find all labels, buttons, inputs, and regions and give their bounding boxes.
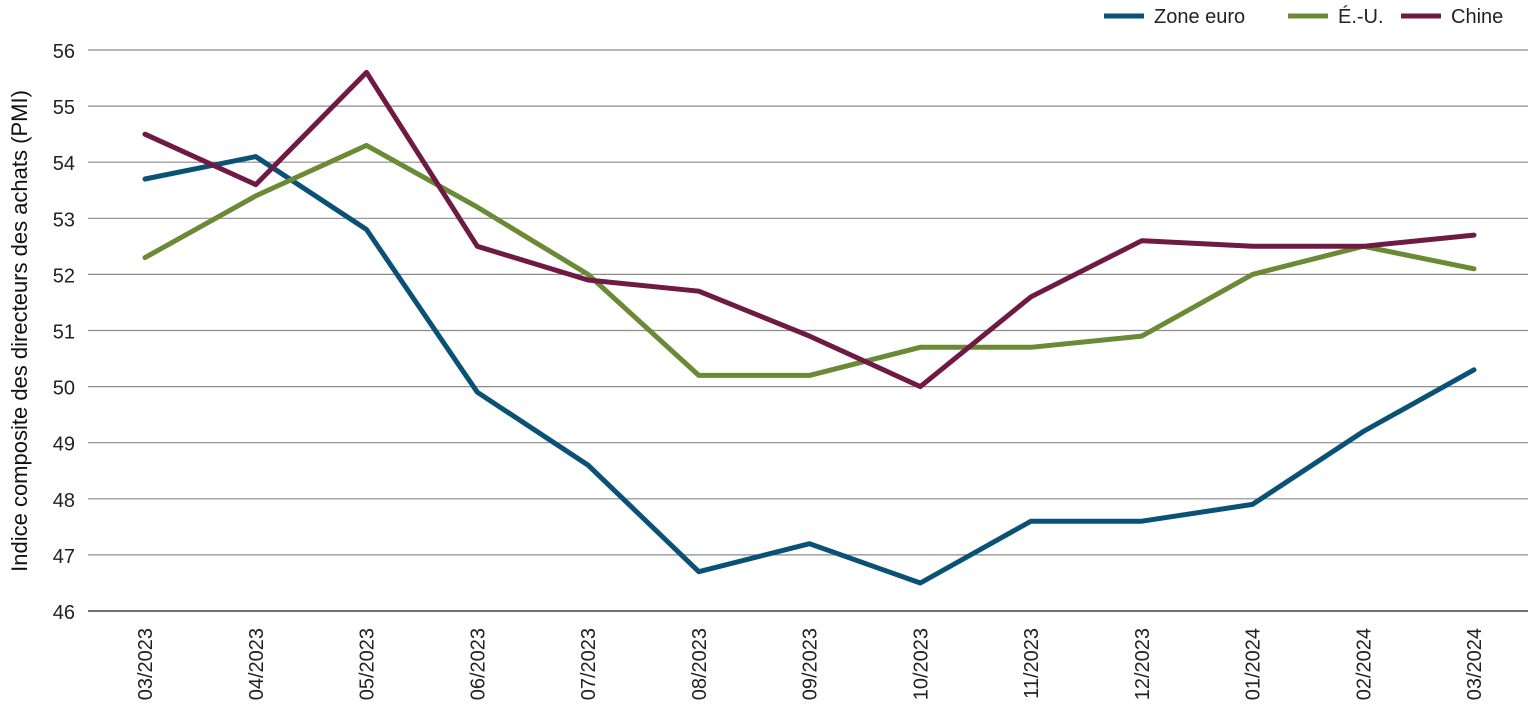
y-tick-label: 54 <box>53 153 75 175</box>
series-line <box>142 154 1477 586</box>
y-tick-label: 52 <box>53 265 75 287</box>
x-tick-label: 05/2023 <box>357 628 379 700</box>
y-tick-label: 46 <box>53 602 75 624</box>
x-tick-label: 11/2023 <box>1021 628 1043 699</box>
x-tick-label: 03/2024 <box>1464 628 1486 700</box>
y-tick-label: 56 <box>53 41 75 63</box>
x-tick-label: 04/2023 <box>246 628 268 700</box>
legend: Zone euro É.-U. Chine <box>1104 5 1503 28</box>
x-tick-label: 07/2023 <box>578 628 600 700</box>
x-tick-label: 09/2023 <box>800 628 822 700</box>
legend-label: Chine <box>1451 6 1503 28</box>
series-lines <box>142 69 1477 586</box>
x-tick-label: 12/2023 <box>1132 628 1154 700</box>
y-tick-label: 47 <box>53 546 75 568</box>
y-tick-label: 48 <box>53 490 75 512</box>
y-tick-label: 53 <box>53 209 75 231</box>
y-tick-label: 50 <box>53 378 75 400</box>
y-tick-label: 49 <box>53 434 75 456</box>
x-tick-label: 10/2023 <box>910 628 932 700</box>
x-axis-ticks: 03/2023 04/2023 05/2023 06/2023 07/2023 08/20… <box>135 628 1486 700</box>
y-axis-title: Indice composite des directeurs des acha… <box>7 90 32 572</box>
y-axis-ticks: 46 47 48 49 50 51 52 53 54 55 56 <box>53 41 75 624</box>
x-tick-label: 06/2023 <box>467 628 489 700</box>
x-tick-label: 03/2023 <box>135 628 157 700</box>
x-tick-label: 02/2024 <box>1353 628 1375 700</box>
y-tick-label: 51 <box>53 322 75 344</box>
legend-label: É.-U. <box>1338 5 1384 28</box>
x-tick-label: 08/2023 <box>689 628 711 700</box>
x-tick-label: 01/2024 <box>1243 628 1265 700</box>
series-line <box>142 142 1477 378</box>
series-line <box>142 69 1477 390</box>
y-tick-label: 55 <box>53 97 75 119</box>
legend-label: Zone euro <box>1154 6 1245 28</box>
